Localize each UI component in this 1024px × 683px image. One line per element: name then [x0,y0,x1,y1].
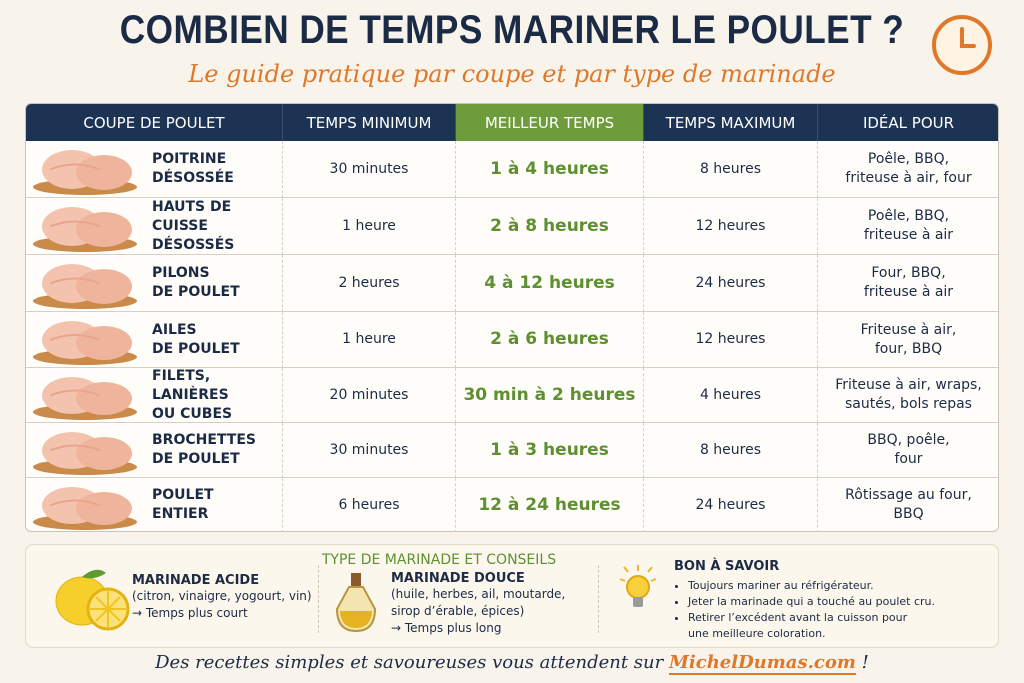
tips-title: TYPE DE MARINADE ET CONSEILS [321,552,557,568]
bullet: Toujours mariner au réfrigérateur. [688,578,994,594]
footer-link[interactable]: MichelDumas.com [668,652,856,675]
table-cell: Rôtissage au four, BBQ [818,478,998,531]
clock-icon [932,15,992,75]
cut-name: POULET ENTIER [26,478,283,531]
tip-line: → Temps plus court [132,606,248,620]
cut-name: HAUTS DE CUISSE DÉSOSSÉS [26,198,283,255]
cut-name: FILETS, LANIÈRES OU CUBES [26,368,283,423]
tip-line: sirop d’érable, épices) [391,604,525,618]
table-cell: 30 minutes [283,423,456,478]
table: COUPE DE POULET TEMPS MINIMUM MEILLEUR TEM… [25,103,999,532]
tips-panel: TYPE DE MARINADE ET CONSEILS MARINADE AC… [25,544,999,648]
column-header: TEMPS MINIMUM [283,104,456,141]
table-cell: 4 heures [644,368,818,423]
column-header: IDÉAL POUR [818,104,998,141]
cut-name: PILONS DE POULET [26,255,283,312]
table-cell: Four, BBQ, friteuse à air [818,255,998,312]
column-header: TEMPS MAXIMUM [644,104,818,141]
chicken-image [33,321,137,365]
table-cell: 24 heures [644,478,818,531]
oil-icon [335,573,377,633]
table-cell: 6 heures [283,478,456,531]
mild-block: MARINADE DOUCE (huile, herbes, ail, mout… [391,571,565,637]
table-cell: 8 heures [644,141,818,198]
chicken-image [33,150,137,195]
title: COMBIEN DE TEMPS MARINER LE POULET ? [119,8,905,52]
table-cell: 24 heures [644,255,818,312]
tip-title: MARINADE ACIDE [132,573,260,588]
table-cell: 20 minutes [283,368,456,423]
chicken-image [33,207,137,252]
table-cell: 1 à 4 heures [456,141,644,198]
table-cell: 1 heure [283,312,456,368]
tip-title: MARINADE DOUCE [391,571,525,586]
table-cell: 2 à 8 heures [456,198,644,255]
footer-end: ! [861,652,869,673]
tip-lines: (huile, herbes, ail, moutarde, sirop d’ér… [391,586,565,637]
tip-line: → Temps plus long [391,621,502,635]
table-cell: 4 à 12 heures [456,255,644,312]
table-cell: 30 minutes [283,141,456,198]
table-cell: Friteuse à air, four, BBQ [818,312,998,368]
good-to-know: BON À SAVOIR Toujours mariner au réfrigé… [674,559,994,642]
lemon-icon [55,569,130,631]
table-cell: Poêle, BBQ, friteuse à air, four [818,141,998,198]
bullet: Jeter la marinade qui a touché au poulet… [688,594,994,610]
acid-block: MARINADE ACIDE (citron, vinaigre, yogour… [132,573,312,622]
table-cell: 30 min à 2 heures [456,368,644,423]
bullet: Retirer l’excédent avant la cuisson pour… [688,610,994,642]
table-cell: 2 à 6 heures [456,312,644,368]
tip-lines: (citron, vinaigre, yogourt, vin) → Temps … [132,588,312,622]
chicken-image [33,264,137,309]
cut-name: POITRINE DÉSOSSÉE [26,141,283,198]
table-cell: 1 à 3 heures [456,423,644,478]
chicken-image [33,487,137,530]
chicken-image [33,432,137,475]
table-cell: 1 heure [283,198,456,255]
column-header: MEILLEUR TEMPS [456,104,644,141]
bulb-icon [619,565,657,607]
table-cell: 8 heures [644,423,818,478]
table-cell: 12 à 24 heures [456,478,644,531]
table-cell: 12 heures [644,198,818,255]
table-cell: 2 heures [283,255,456,312]
cut-name: BROCHETTES DE POULET [26,423,283,478]
tip-title: BON À SAVOIR [674,559,780,574]
chicken-image [33,377,137,420]
footer: Des recettes simples et savoureuses vous… [0,652,1024,675]
tip-line: (citron, vinaigre, yogourt, vin) [132,589,312,603]
column-header: COUPE DE POULET [26,104,283,141]
subtitle: Le guide pratique par coupe et par type … [188,60,836,88]
table-cell: Poêle, BBQ, friteuse à air [818,198,998,255]
tip-line: (huile, herbes, ail, moutarde, [391,587,566,601]
table-cell: 12 heures [644,312,818,368]
table-cell: BBQ, poêle, four [818,423,998,478]
footer-text: Des recettes simples et savoureuses vous… [155,652,664,673]
cut-name: AILES DE POULET [26,312,283,368]
bullet-list: Toujours mariner au réfrigérateur.Jeter … [674,578,994,642]
table-cell: Friteuse à air, wraps, sautés, bols repa… [818,368,998,423]
